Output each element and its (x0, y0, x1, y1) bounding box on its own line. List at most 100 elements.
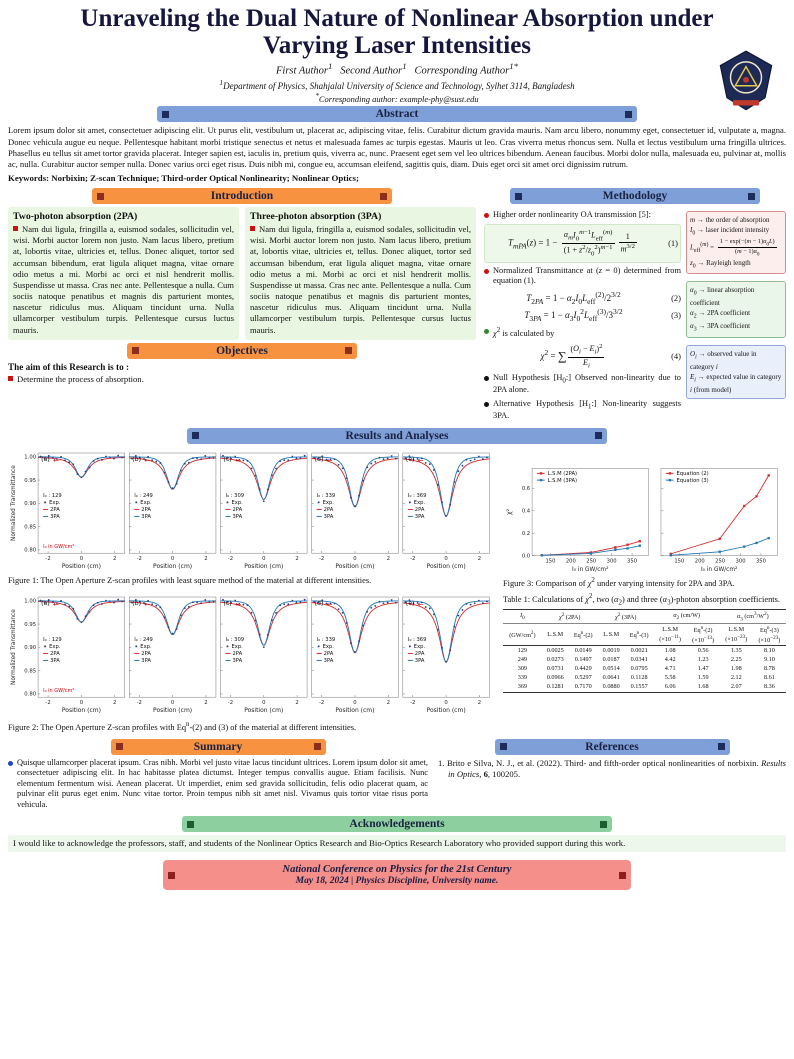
results-row-2: 1.00 0.95 0.90 0.85 0.80 -2 0 2 Position (cm) (a)… (8, 591, 786, 734)
bar-end-square (717, 743, 725, 751)
svg-text:I₀ : 309: I₀ : 309 (225, 637, 244, 643)
authors-line: First Author1 Second Author1 Correspondi… (275, 61, 519, 77)
exp-point (341, 467, 344, 470)
exp-point (163, 471, 166, 474)
svg-text:300: 300 (607, 558, 617, 564)
exp-point (105, 455, 107, 458)
svg-text:Exp.: Exp. (49, 644, 61, 650)
methodology-side-notes: m → the order of absorption I0 → laser in… (686, 211, 786, 425)
bullet-dot (484, 401, 489, 407)
svg-text:2: 2 (204, 556, 207, 562)
exp-point (358, 640, 360, 642)
exp-point (345, 476, 348, 479)
svg-text:2: 2 (113, 556, 116, 562)
section-title-abstract: Abstract (375, 108, 419, 121)
exp-point (386, 601, 389, 604)
svg-text:Exp.: Exp. (231, 644, 243, 650)
exp-point (366, 466, 369, 468)
exp-point (329, 458, 332, 461)
exp-point (72, 607, 75, 610)
svg-text:0: 0 (353, 700, 357, 706)
equation-3-number: (3) (671, 310, 681, 321)
intro-3pa-heading: Three-photon absorption (3PA) (250, 211, 382, 223)
svg-text:2PA: 2PA (324, 651, 334, 657)
exp-point (196, 601, 198, 604)
note-box-coefficients: α0 → linear absorption coefficient α2 → 2… (686, 281, 786, 338)
svg-text:-2: -2 (410, 700, 415, 706)
bullet-dot (484, 375, 489, 381)
svg-text:(e): (e) (406, 600, 415, 607)
figure-3-caption: Figure 3: Comparison of χ2 under varying… (503, 575, 735, 588)
bar-end-square (499, 743, 507, 751)
bar-end-square (313, 743, 321, 751)
exp-point (109, 456, 111, 458)
exp-point (143, 457, 145, 460)
exp-point (283, 459, 286, 461)
exp-point (412, 458, 415, 460)
bar-end-square (345, 347, 352, 355)
exp-point (329, 602, 332, 605)
exp-point (76, 472, 79, 475)
figure-3-chi-square-chart: 0.0 0.2 0.4 0.6 150 200 250 300 350 I₀ in GW/cm² L… (506, 467, 778, 573)
methodology-bullet-null-hypothesis: Null Hypothesis [H0:] Observed non-linea… (484, 373, 681, 396)
svg-text:Exp.: Exp. (140, 500, 152, 506)
arrow-annotation: ← (53, 455, 59, 464)
exp-point (39, 455, 42, 458)
exp-point (230, 457, 233, 460)
exp-point (208, 456, 211, 459)
exp-point (437, 628, 439, 631)
exp-point (317, 457, 320, 460)
exp-point (469, 603, 472, 606)
exp-point (208, 600, 211, 603)
svg-text:2PA: 2PA (415, 651, 425, 657)
exp-point (204, 454, 207, 457)
exp-point (453, 480, 456, 483)
summary-container: Summary Quisque ullamcorper placerat ips… (8, 736, 428, 814)
exp-point (291, 455, 294, 458)
exp-point (345, 622, 348, 624)
bullet-dot (484, 268, 489, 274)
svg-text:1.00: 1.00 (24, 599, 36, 605)
exp-point (313, 600, 316, 603)
exp-point (477, 455, 480, 458)
exp-point (333, 458, 336, 460)
footer-end-square (168, 872, 175, 880)
svg-text:3PA: 3PA (415, 514, 425, 520)
figure-1-caption: Figure 1: The Open Aperture Z-scan profi… (8, 576, 372, 585)
exp-point (428, 463, 431, 465)
exp-point (56, 602, 58, 604)
svg-text:3PA: 3PA (50, 658, 60, 664)
exp-point (390, 599, 393, 601)
section-title-results: Results and Analyses (345, 429, 449, 442)
exp-point (39, 599, 42, 602)
exp-point (291, 599, 294, 602)
introduction-columns: Two-photon absorption (2PA) Nam dui ligu… (8, 207, 476, 340)
exp-point (473, 602, 476, 605)
main-columns: Introduction Two-photon absorption (2PA)… (8, 185, 786, 425)
exp-point (151, 459, 154, 461)
panel-frame (660, 467, 778, 556)
section-title-methodology: Methodology (602, 190, 668, 203)
table-row: 249 0.0273 0.1497 0.0187 0.0341 4.42 1.23 2.25 9… (517, 656, 775, 664)
table-row: 129 0.0025 0.0149 0.0019 0.0021 1.08 0.56 1.35 8… (517, 646, 775, 654)
exp-point (238, 458, 241, 461)
exp-point (147, 455, 149, 458)
exp-point (349, 642, 352, 645)
exp-point (238, 603, 241, 605)
exp-point (279, 459, 282, 462)
objectives-lead: The aim of this Research is to : (8, 361, 130, 372)
exp-point (100, 603, 103, 605)
equation-1-box: TmPA(z) = 1 − αmI0m−1Leff(m) (1 + z2/z02)… (484, 223, 681, 263)
svg-text:2PA: 2PA (415, 507, 425, 513)
exp-point (465, 603, 468, 605)
university-logo (719, 50, 773, 111)
svg-text:I₀ in GW/cm²: I₀ in GW/cm² (701, 566, 737, 573)
exp-point (64, 459, 66, 461)
exp-point (167, 480, 170, 483)
exp-point (358, 494, 360, 497)
svg-text:Position (cm): Position (cm) (244, 563, 283, 570)
series-marker (718, 550, 721, 553)
section-header-summary: Summary (110, 738, 326, 755)
exp-point (416, 457, 419, 460)
series-marker (755, 494, 758, 498)
